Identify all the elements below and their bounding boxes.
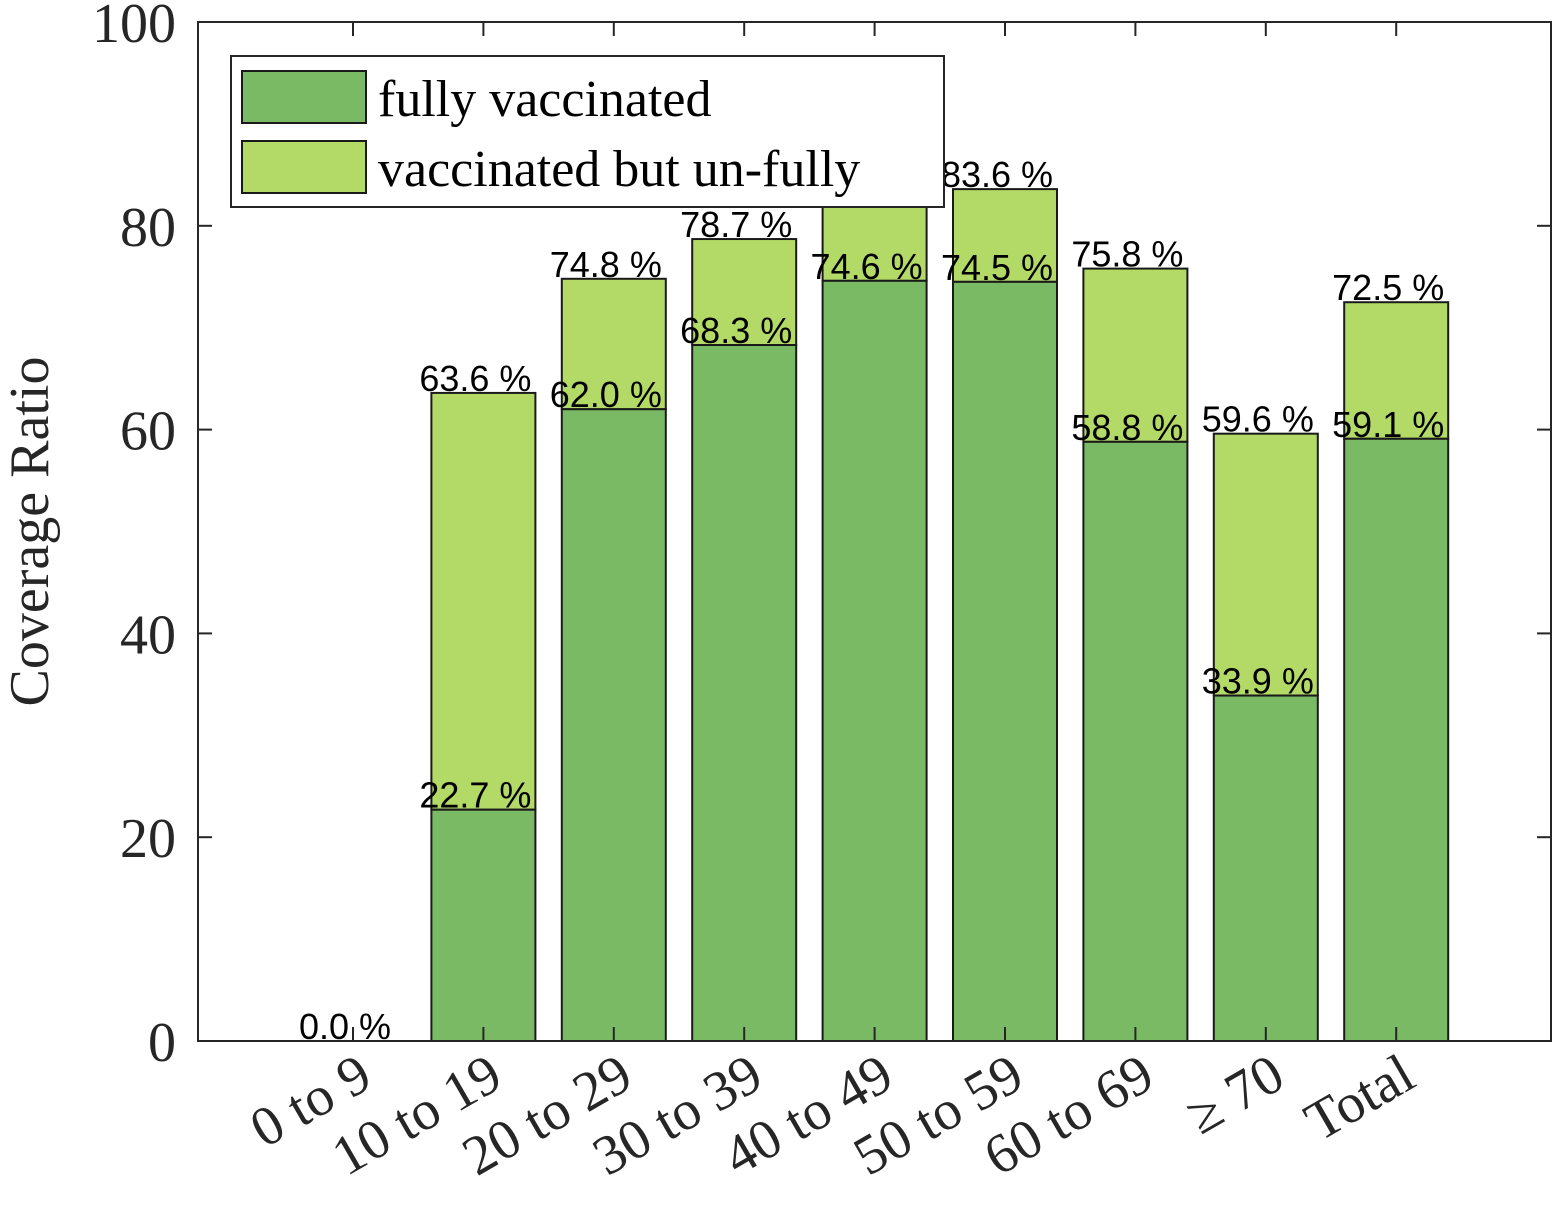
data-label-fully-4: 74.6 % — [811, 246, 923, 287]
bar-fully-5 — [952, 280, 1058, 1043]
y-tick-label: 40 — [120, 604, 176, 666]
legend: fully vaccinated vaccinated but un-fully — [230, 55, 945, 208]
y-tick-label: 0 — [148, 1012, 176, 1074]
bar-partial-3 — [691, 238, 798, 347]
data-label-total-8: 72.5 % — [1332, 267, 1444, 308]
bars-layer — [430, 188, 1450, 1043]
data-label-total-6: 75.8 % — [1071, 234, 1183, 275]
data-label-fully-7: 33.9 % — [1202, 661, 1314, 702]
legend-label-fully: fully vaccinated — [378, 71, 712, 128]
bar-fully-8 — [1343, 437, 1450, 1042]
bar-fully-6 — [1082, 440, 1189, 1042]
data-labels-layer: 0.0 % 63.6 % 22.7 % 74.8 % 62.0 % 78.7 % 68.3 … — [299, 154, 1444, 1047]
y-tick-label: 100 — [92, 0, 176, 55]
data-label-fully-5: 74.5 % — [941, 247, 1053, 288]
data-label-total-5: 83.6 % — [941, 154, 1053, 195]
data-label-fully-6: 58.8 % — [1071, 407, 1183, 448]
x-tick-label: ≥ 70 — [1176, 1043, 1294, 1147]
data-label-fully-8: 59.1 % — [1332, 404, 1444, 445]
bar-fully-1 — [430, 808, 537, 1043]
legend-swatch-fully — [241, 70, 367, 124]
data-label-fully-2: 62.0 % — [550, 374, 662, 415]
y-axis-title: Coverage Ratio — [0, 357, 61, 707]
data-label-total-0: 0.0 % — [299, 1006, 391, 1047]
bar-partial-1 — [430, 391, 537, 811]
bar-fully-7 — [1212, 694, 1319, 1043]
legend-swatch-partial — [241, 140, 367, 194]
y-tick-label: 60 — [120, 401, 176, 463]
data-label-fully-1: 22.7 % — [419, 775, 531, 816]
bar-partial-8 — [1343, 301, 1450, 440]
y-tick-label: 20 — [120, 808, 176, 870]
data-label-total-2: 74.8 % — [550, 244, 662, 285]
bar-fully-4 — [821, 279, 928, 1042]
bar-partial-5 — [952, 188, 1058, 283]
data-label-total-1: 63.6 % — [419, 358, 531, 399]
legend-label-partial: vaccinated but un-fully — [378, 141, 860, 198]
bar-partial-2 — [560, 277, 667, 411]
data-label-total-7: 59.6 % — [1202, 399, 1314, 440]
data-label-fully-3: 68.3 % — [680, 310, 792, 351]
y-tick-label: 80 — [120, 197, 176, 259]
data-label-total-3: 78.7 % — [680, 204, 792, 245]
bar-partial-7 — [1212, 432, 1319, 697]
x-tick-label: Total — [1295, 1043, 1425, 1154]
bar-fully-2 — [560, 408, 667, 1043]
bar-fully-3 — [691, 344, 798, 1042]
